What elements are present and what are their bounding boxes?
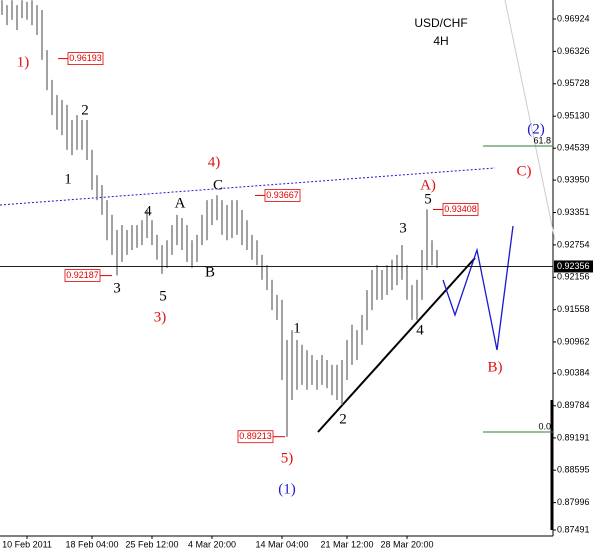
wave-label: 5 xyxy=(424,191,432,207)
y-tick-label: 0.93950 xyxy=(557,174,590,184)
price-tag-box xyxy=(442,203,479,216)
wave-label: (1) xyxy=(278,481,296,497)
price-tag: 0.93408 xyxy=(444,204,477,214)
y-tick-label: 0.89191 xyxy=(557,432,590,442)
y-tick-label: 0.95728 xyxy=(557,78,590,88)
y-tick-label: 0.94539 xyxy=(557,143,590,153)
projection-path xyxy=(442,225,514,351)
y-tick-label: 0.88595 xyxy=(557,465,590,475)
x-tick-label: 18 Feb 04:00 xyxy=(65,539,118,549)
fib-label: 0.0 xyxy=(538,421,551,431)
y-tick-label: 0.89784 xyxy=(557,400,590,410)
wave-label: B xyxy=(205,264,215,280)
channel-line xyxy=(504,0,556,241)
y-tick-label: 0.87491 xyxy=(557,524,590,534)
y-tick-label: 0.87996 xyxy=(557,497,590,507)
y-tick-label: 0.90384 xyxy=(557,368,590,378)
price-tag: 0.92187 xyxy=(66,270,99,280)
y-tick-label: 0.96326 xyxy=(557,46,590,56)
wave-label: 1) xyxy=(17,54,30,70)
wave-label: 4 xyxy=(416,322,424,338)
price-tag-box xyxy=(67,52,104,66)
y-tick-label: 0.90962 xyxy=(557,336,590,346)
wave-label: 4) xyxy=(208,154,221,170)
wave-label: 1 xyxy=(64,171,72,187)
y-tick-label: 0.91558 xyxy=(557,304,590,314)
wave-label: 2 xyxy=(339,411,347,427)
x-tick-label: 10 Feb 2011 xyxy=(2,539,52,549)
wave-label: B) xyxy=(488,359,503,375)
wave-label: (2) xyxy=(527,121,545,137)
wave-label: 2 xyxy=(81,102,89,118)
price-tag-box xyxy=(237,430,274,444)
x-tick-label: 21 Mar 12:00 xyxy=(320,539,373,549)
wave-label: 5) xyxy=(281,450,294,466)
wave-label: C xyxy=(213,177,223,193)
wave-label: 3 xyxy=(399,220,407,236)
chart-subtitle: 4H xyxy=(433,34,448,48)
wave-label: 1 xyxy=(293,320,301,336)
x-tick-label: 4 Mar 20:00 xyxy=(188,539,236,549)
y-tick-label: 0.92754 xyxy=(557,239,590,249)
wave-label: A) xyxy=(420,177,436,193)
current-price-label: 0.92356 xyxy=(557,261,590,271)
x-tick-label: 14 Mar 04:00 xyxy=(255,539,308,549)
y-tick-label: 0.92156 xyxy=(557,272,590,282)
chart-title: USD/CHF xyxy=(414,16,467,30)
price-tag: 0.89213 xyxy=(239,431,272,441)
y-tick-label: 0.95130 xyxy=(557,111,590,121)
current-price-box xyxy=(554,260,593,273)
y-tick-label: 0.93351 xyxy=(557,207,590,217)
wave-label: 4 xyxy=(144,203,152,219)
wave-label: A xyxy=(175,195,186,211)
support-trendline xyxy=(317,257,476,433)
x-tick-label: 28 Mar 20:00 xyxy=(380,539,433,549)
price-tag: 0.93667 xyxy=(266,190,299,200)
price-tag-box xyxy=(64,269,101,283)
wave-label: C) xyxy=(517,163,532,179)
price-tag-box xyxy=(264,189,301,202)
x-tick-label: 25 Feb 12:00 xyxy=(125,539,178,549)
dotted-trendline xyxy=(0,167,496,206)
wave-label: 3) xyxy=(154,309,167,325)
wave-label: 5 xyxy=(159,288,167,304)
fib-label: 61.8 xyxy=(533,135,551,145)
price-tag: 0.96193 xyxy=(69,53,102,63)
wave-label: 3 xyxy=(113,280,121,296)
y-tick-label: 0.96924 xyxy=(557,13,590,23)
